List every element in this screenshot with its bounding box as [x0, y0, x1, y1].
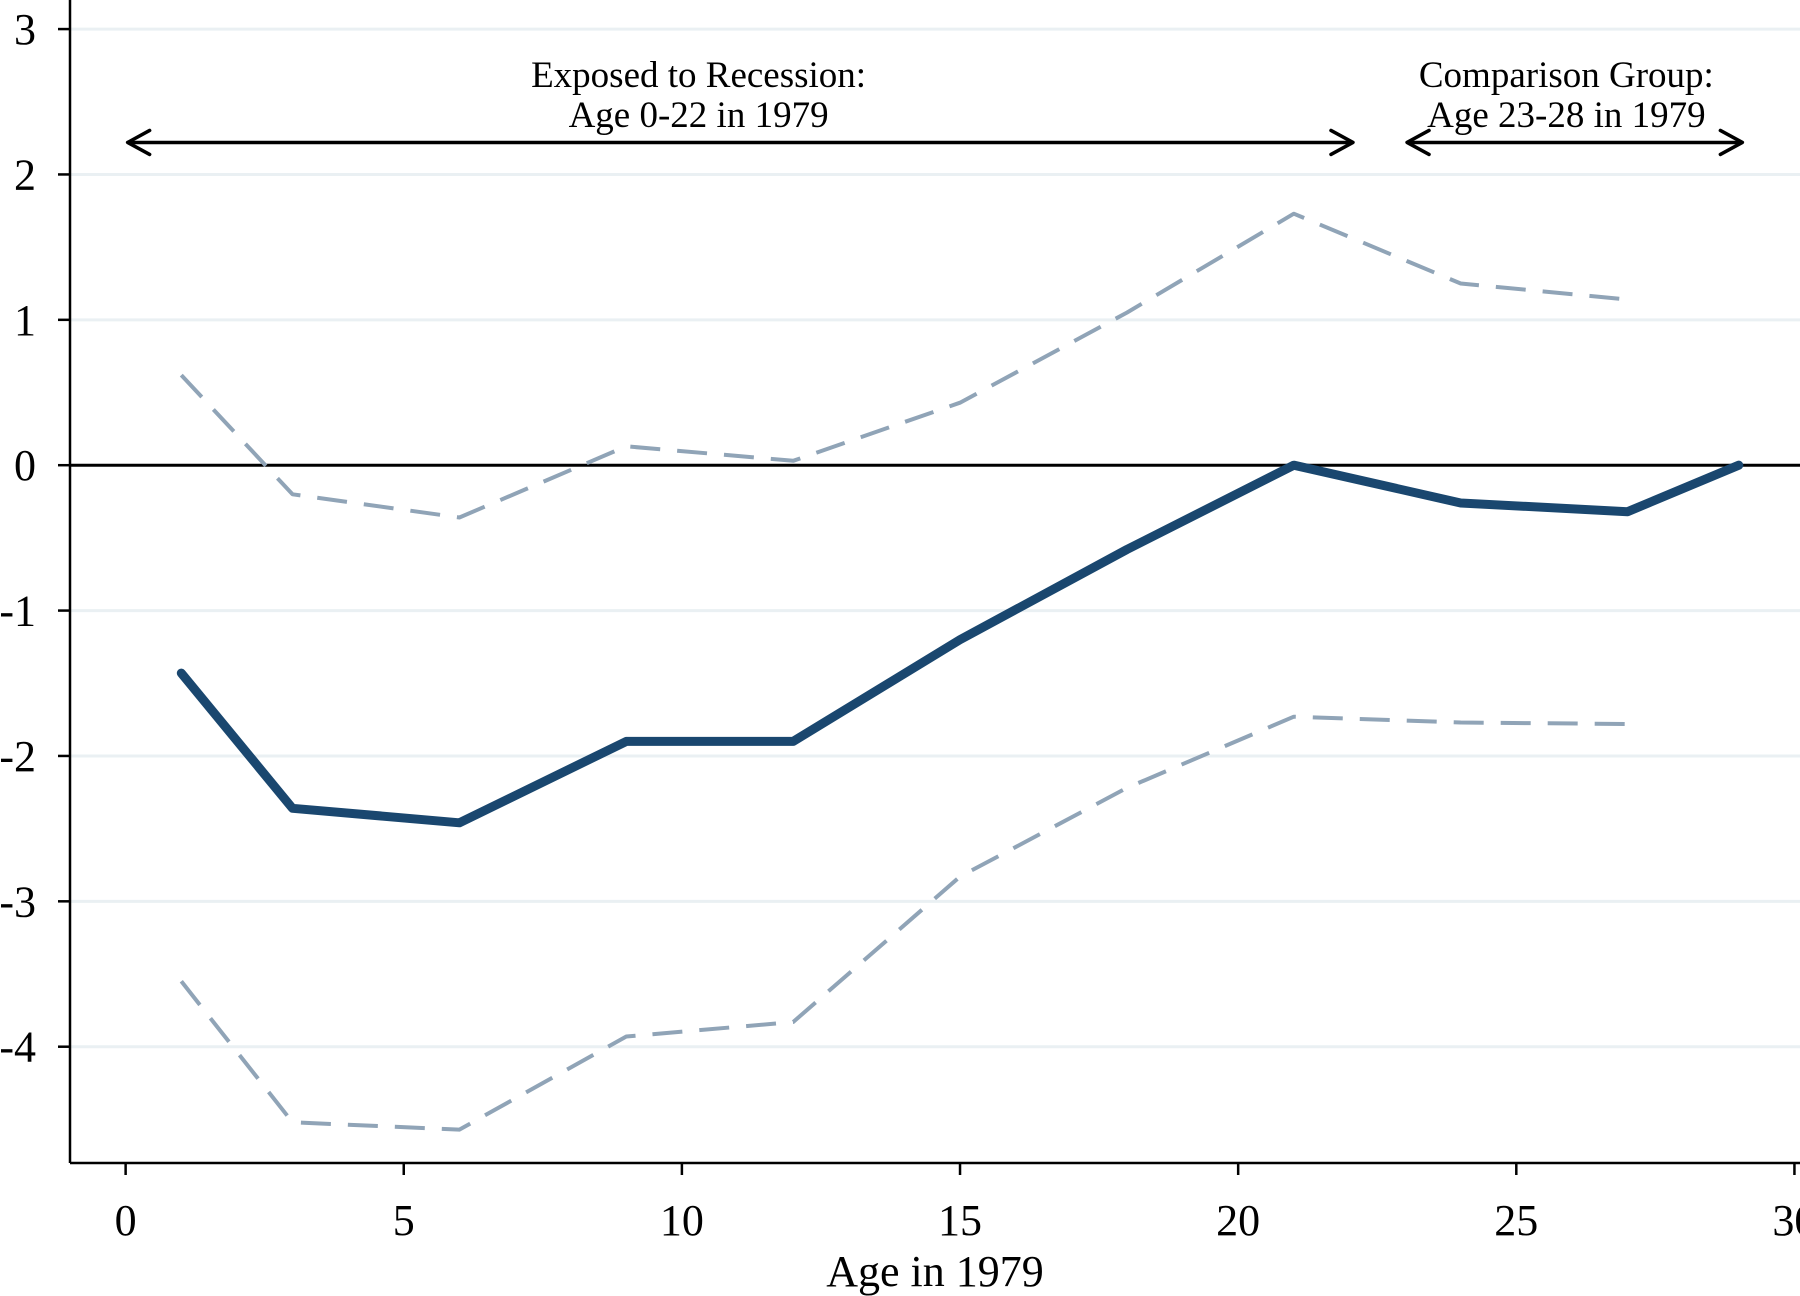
arrow-comparison-left-head	[1405, 128, 1431, 157]
x-tick-label: 10	[660, 1196, 704, 1245]
x-tick-label: 20	[1216, 1196, 1260, 1245]
estimate-line	[176, 460, 1744, 828]
axes	[68, 0, 1800, 1165]
x-tick-label: 15	[938, 1196, 982, 1245]
y-tick-label: 1	[14, 296, 36, 345]
ci-lower-line	[179, 714, 1628, 1132]
y-tick-label: 2	[14, 150, 36, 199]
x-axis-title: Age in 1979	[826, 1247, 1044, 1296]
arrow-comparison-right-head	[1718, 128, 1745, 157]
x-tick-label: 0	[115, 1196, 137, 1245]
annotation-exposed-line-1: Exposed to Recession:	[531, 55, 866, 96]
y-tick-label: -4	[0, 1023, 36, 1072]
x-tick-label: 30	[1772, 1196, 1800, 1245]
annotations: Exposed to Recession:Age 0-22 in 1979 Com…	[125, 55, 1745, 157]
ci-upper-line	[179, 211, 1628, 520]
y-tick-label: -2	[0, 732, 36, 781]
x-axis-ticks: 0 5 10 15 20 25 30	[115, 1163, 1800, 1245]
annotation-exposed-line-2: Age 0-22 in 1979	[569, 95, 829, 136]
series	[176, 211, 1744, 1132]
gridlines	[70, 27, 1800, 1049]
y-tick-label: 0	[14, 441, 36, 490]
annotation-comparison-line-1: Comparison Group:	[1419, 55, 1714, 96]
arrow-exposed-right-head	[1329, 128, 1355, 157]
annotation-comparison-line-2: Age 23-28 in 1979	[1427, 95, 1706, 136]
x-tick-label: 25	[1494, 1196, 1538, 1245]
y-tick-label: -3	[0, 877, 36, 926]
x-tick-label: 5	[393, 1196, 415, 1245]
y-tick-label: -1	[0, 587, 36, 636]
y-tick-label: 3	[14, 5, 36, 54]
y-axis-ticks: 3 2 1 0 -1 -2 -3 -4	[0, 5, 70, 1072]
arrow-exposed-left-head	[125, 128, 152, 157]
